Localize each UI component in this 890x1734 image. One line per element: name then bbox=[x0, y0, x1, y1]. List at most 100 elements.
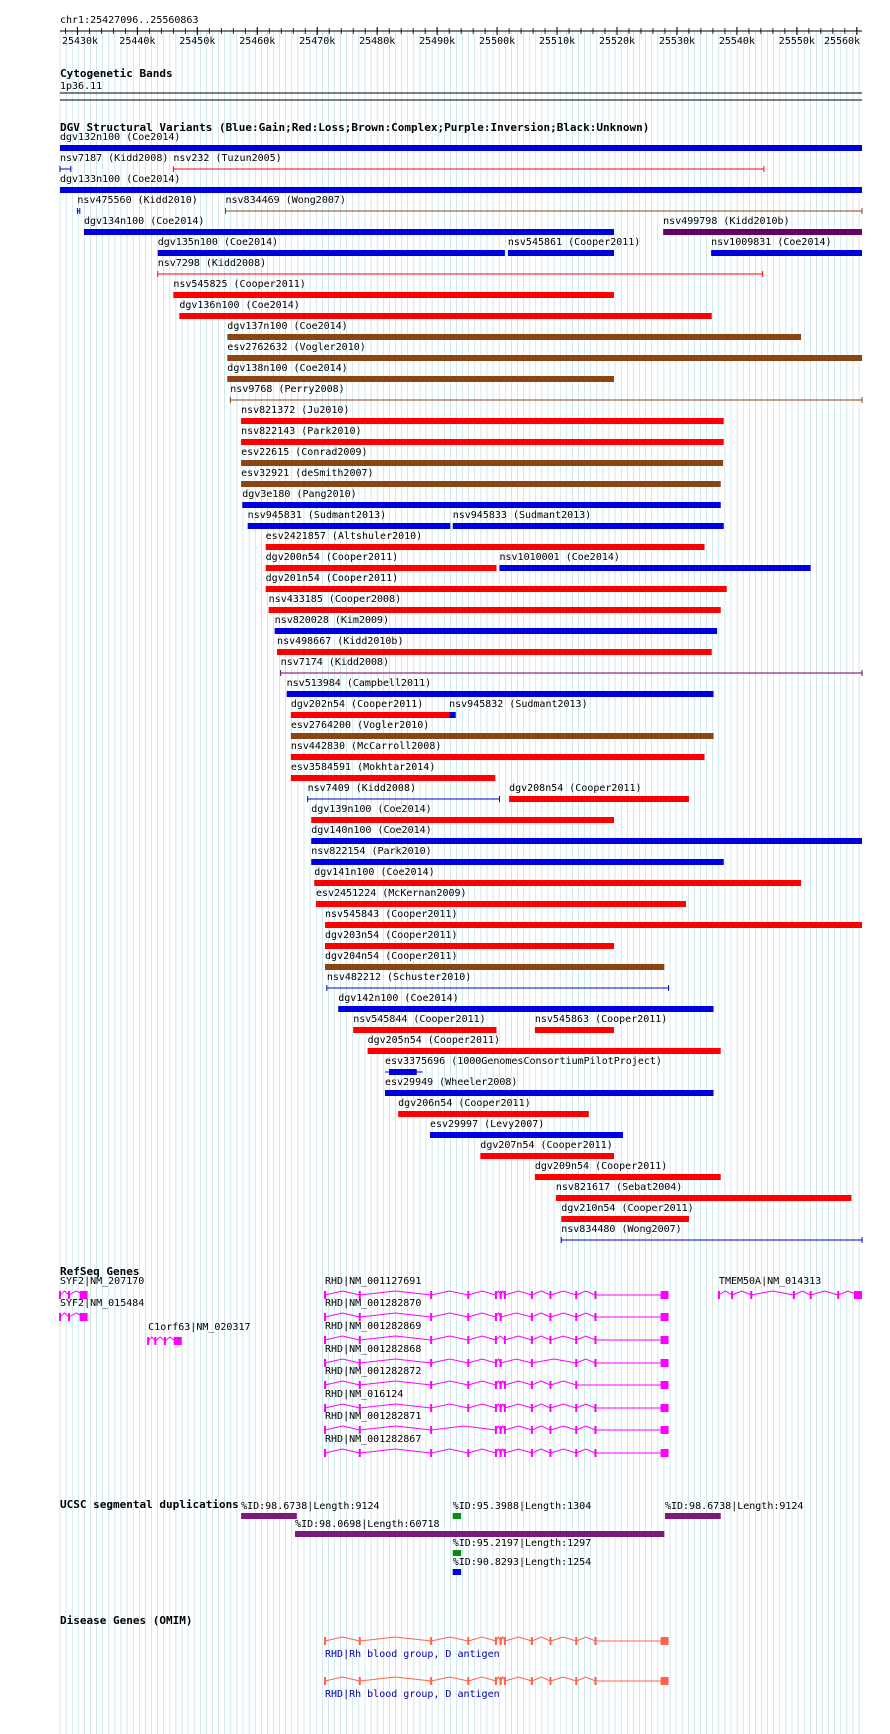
variant-label: nsv945832 (Sudmant2013) bbox=[449, 699, 587, 710]
variant-label: esv29997 (Levy2007) bbox=[430, 1119, 544, 1130]
segdup-track-title: UCSC segmental duplications bbox=[60, 1498, 239, 1511]
variant-label: nsv834469 (Wong2007) bbox=[225, 195, 345, 206]
variant-label: nsv545843 (Cooper2011) bbox=[325, 909, 457, 920]
variant-label: dgv132n100 (Coe2014) bbox=[60, 132, 180, 143]
gene-exon bbox=[549, 1404, 552, 1412]
variant-label: esv2421857 (Altshuler2010) bbox=[266, 531, 423, 542]
variant-bar bbox=[311, 838, 862, 844]
ruler-tick-label: 25470k bbox=[299, 36, 335, 47]
gene-end-exon bbox=[660, 1449, 669, 1457]
variant-bar bbox=[227, 334, 802, 340]
variant-bar bbox=[338, 1006, 714, 1012]
gene-end-exon bbox=[660, 1336, 669, 1344]
ruler-tick-label: 25450k bbox=[179, 36, 215, 47]
gene-intron bbox=[504, 1403, 533, 1409]
gene-intron bbox=[468, 1312, 497, 1318]
gene-exon bbox=[430, 1404, 433, 1412]
variant-bar bbox=[286, 691, 714, 697]
omim-gene-intron bbox=[576, 1636, 596, 1642]
gene-exon bbox=[499, 1381, 502, 1389]
variant-label: dgv134n100 (Coe2014) bbox=[84, 216, 204, 227]
gene-exon bbox=[731, 1291, 734, 1299]
gene-label: TMEM50A|NM_014313 bbox=[719, 1276, 821, 1287]
variant-bar bbox=[274, 628, 718, 634]
omim-gene-exon bbox=[575, 1637, 578, 1645]
gene-intron bbox=[324, 1380, 360, 1386]
gene-label: RHD|NM_001282869 bbox=[325, 1321, 421, 1332]
segmental-duplications: %ID:98.6738|Length:9124 %ID:95.3988|Lengt… bbox=[241, 1501, 803, 1575]
variant-label: nsv7174 (Kidd2008) bbox=[281, 657, 389, 668]
variant-bar bbox=[316, 901, 686, 907]
gene-exon bbox=[467, 1449, 470, 1457]
gene-intron bbox=[359, 1358, 432, 1364]
gene-exon bbox=[530, 1291, 533, 1299]
variant-label: nsv7409 (Kidd2008) bbox=[308, 783, 416, 794]
gene-intron bbox=[468, 1448, 497, 1454]
variant-bar bbox=[241, 439, 724, 445]
variant-label: nsv1010001 (Coe2014) bbox=[499, 552, 619, 563]
gene-intron bbox=[718, 1290, 733, 1296]
gene-end-exon bbox=[660, 1291, 669, 1299]
omim-gene-exon bbox=[494, 1637, 497, 1645]
gene-exon bbox=[499, 1291, 502, 1299]
ruler-tick-label: 25440k bbox=[119, 36, 155, 47]
omim-gene-exon bbox=[324, 1637, 327, 1645]
gene-intron bbox=[359, 1403, 432, 1409]
gene-exon bbox=[494, 1426, 497, 1434]
omim-gene-exon bbox=[430, 1637, 433, 1645]
gene-exon bbox=[358, 1381, 361, 1389]
ruler-tick-label: 25500k bbox=[479, 36, 515, 47]
gene-exon bbox=[358, 1336, 361, 1344]
omim-gene-intron bbox=[359, 1676, 432, 1682]
variant-label: dgv135n100 (Coe2014) bbox=[158, 237, 278, 248]
gene-intron bbox=[576, 1448, 596, 1454]
gene-exon bbox=[430, 1336, 433, 1344]
gene-intron bbox=[468, 1335, 497, 1341]
gene-exon bbox=[358, 1404, 361, 1412]
segdup-bar bbox=[452, 1569, 462, 1575]
gene-label: C1orf63|NM_020317 bbox=[148, 1322, 250, 1333]
gene-label: RHD|NM_001282872 bbox=[325, 1366, 421, 1377]
omim-gene-exon bbox=[499, 1637, 502, 1645]
omim-gene-end-exon bbox=[660, 1637, 669, 1645]
gene-intron bbox=[324, 1312, 360, 1318]
gene-intron bbox=[550, 1448, 577, 1454]
gene-intron bbox=[495, 1335, 506, 1341]
variant-label: dgv204n54 (Cooper2011) bbox=[325, 951, 457, 962]
gene-exon bbox=[549, 1381, 552, 1389]
gene-end-exon bbox=[79, 1313, 88, 1321]
omim-gene-exon bbox=[467, 1677, 470, 1685]
segdup-bar bbox=[295, 1531, 665, 1537]
gene-intron bbox=[324, 1425, 360, 1431]
gene-exon bbox=[430, 1426, 433, 1434]
gene-exon bbox=[324, 1381, 327, 1389]
gene-exon bbox=[575, 1336, 578, 1344]
gene-intron bbox=[504, 1448, 533, 1454]
gene-exon bbox=[530, 1359, 533, 1367]
gene-exon bbox=[594, 1336, 597, 1344]
omim-gene-intron bbox=[531, 1636, 551, 1642]
gene-exon bbox=[467, 1291, 470, 1299]
gene-exon bbox=[530, 1336, 533, 1344]
gene-exon bbox=[575, 1291, 578, 1299]
variant-bar bbox=[173, 292, 615, 298]
gene-end-exon bbox=[660, 1381, 669, 1389]
gene-exon bbox=[837, 1291, 840, 1299]
variant-label: nsv475560 (Kidd2010) bbox=[77, 195, 197, 206]
variant-label: dgv203n54 (Cooper2011) bbox=[325, 930, 457, 941]
variant-bar bbox=[388, 1069, 417, 1075]
gene-label: RHD|NM_001282870 bbox=[325, 1298, 421, 1309]
omim-gene-exon bbox=[575, 1677, 578, 1685]
variant-bar bbox=[290, 733, 714, 739]
variant-bar bbox=[277, 649, 712, 655]
variant-label: nsv821617 (Sebat2004) bbox=[556, 1182, 682, 1193]
gene-intron bbox=[324, 1358, 360, 1364]
omim-gene-exon bbox=[549, 1677, 552, 1685]
gene-intron bbox=[576, 1312, 596, 1318]
gene-end-exon bbox=[660, 1313, 669, 1321]
gene-intron bbox=[550, 1380, 577, 1386]
omim-gene-label: RHD|Rh blood group, D antigen bbox=[325, 1649, 500, 1660]
variant-bar bbox=[227, 376, 615, 382]
gene-exon bbox=[530, 1313, 533, 1321]
gene-intron bbox=[793, 1290, 811, 1296]
